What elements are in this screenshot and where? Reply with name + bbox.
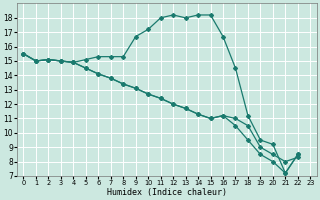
X-axis label: Humidex (Indice chaleur): Humidex (Indice chaleur) <box>107 188 227 197</box>
